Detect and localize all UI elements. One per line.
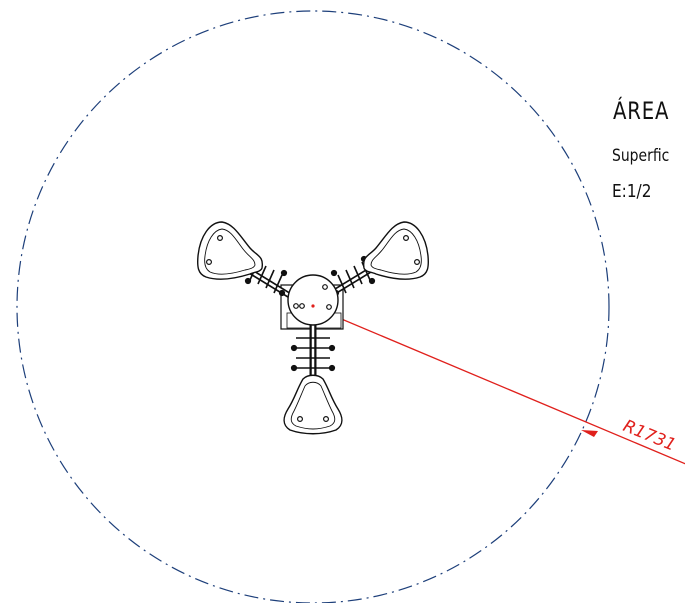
radius-dimension: R1731	[312, 306, 685, 465]
area-title: ÁREA	[613, 97, 670, 125]
safety-area-circle	[16, 10, 610, 603]
spinner-equipment	[197, 221, 429, 435]
seat-upper-left	[197, 221, 264, 280]
radius-arrowhead	[581, 430, 598, 437]
surface-label: Superfic	[612, 146, 670, 166]
center-hub	[287, 274, 339, 326]
arm-bottom	[290, 322, 336, 378]
seat-upper-right	[362, 221, 429, 280]
radius-label: R1731	[620, 416, 679, 456]
scale-label: E:1/2	[612, 181, 652, 202]
seat-bottom	[283, 374, 343, 435]
radius-dimension-line	[312, 306, 685, 465]
